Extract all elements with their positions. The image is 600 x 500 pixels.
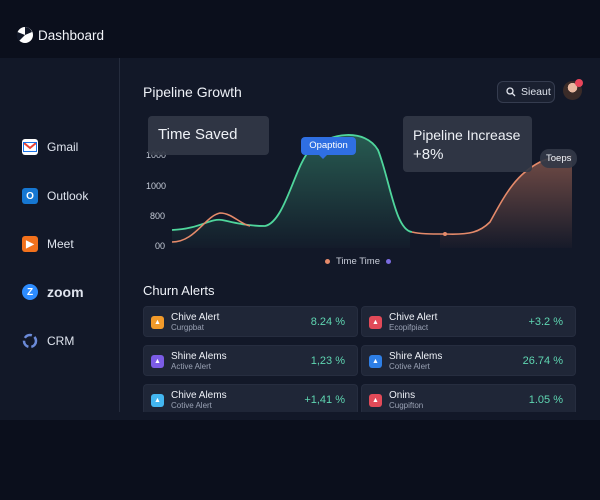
time-saved-card[interactable]: Time Saved [148, 116, 269, 155]
sidebar [0, 58, 120, 412]
pipeline-increase-card[interactable]: Pipeline Increase +8% [403, 116, 532, 172]
sidebar-item-crm[interactable]: CRM [22, 333, 74, 349]
alert-value: 1,23 % [310, 355, 345, 367]
data-point-marker[interactable] [443, 232, 447, 236]
alert-card[interactable]: ▲ Shine Alems Active Alert 1,23 % [143, 345, 358, 376]
alert-card[interactable]: ▲ Onins Cugpifton 1.05 % [361, 384, 576, 412]
sidebar-item-zoom[interactable]: Z zoom [22, 284, 84, 300]
search-icon [506, 87, 516, 97]
y-tick-label: 1000 [146, 150, 167, 160]
alert-triangle-icon: ▲ [151, 394, 164, 407]
alert-subtitle: Active Alert [171, 362, 212, 371]
alert-name: Chive Alems [171, 390, 227, 401]
sidebar-brand[interactable]: Dashboard [16, 26, 104, 44]
alert-name: Shine Alems [171, 351, 227, 362]
alert-subtitle: Cugpifton [389, 401, 424, 410]
legend-dot-purple [385, 259, 391, 264]
alert-value: +1,41 % [304, 394, 345, 406]
sidebar-item-label: CRM [47, 334, 75, 348]
brand-label: Dashboard [38, 27, 105, 43]
alert-triangle-icon: ▲ [151, 316, 164, 329]
churn-alerts-title: Churn Alerts [143, 283, 215, 298]
sidebar-item-label: Outlook [47, 189, 89, 203]
gmail-icon [22, 139, 38, 155]
growth-line-green [171, 134, 413, 233]
alert-value: 8.24 % [310, 316, 345, 328]
search-button[interactable]: Sieaut [497, 81, 555, 103]
alert-subtitle: Cotive Alert [171, 401, 212, 410]
alert-card[interactable]: ▲ Chive Alert Curgpbat 8.24 % [143, 306, 358, 337]
dashboard-logo-icon [16, 27, 33, 43]
pipeline-increase-value: +8% [413, 146, 444, 163]
alert-triangle-icon: ▲ [151, 355, 164, 368]
legend-dot-orange [325, 259, 330, 264]
sidebar-item-outlook[interactable]: O Outlook [22, 188, 88, 204]
chart-tooltip: Opaption [301, 137, 356, 155]
tag-chip[interactable]: Toeps [540, 149, 577, 168]
alert-card[interactable]: ▲ Chive Alert Ecopifpiact +3.2 % [361, 306, 576, 337]
sidebar-item-gmail[interactable]: Gmail [22, 139, 78, 155]
alert-name: Chive Alert [171, 312, 220, 323]
tag-label: Toeps [546, 153, 572, 164]
alert-triangle-icon: ▲ [369, 316, 382, 329]
sidebar-item-label: zoom [47, 284, 84, 300]
alert-name: Shire Alems [389, 351, 443, 362]
alert-name: Chive Alert [389, 312, 438, 323]
pipeline-increase-label: Pipeline Increase [413, 127, 521, 143]
chart-legend: Time Time [325, 256, 391, 267]
notification-badge [575, 79, 583, 87]
page-title: Pipeline Growth [143, 84, 242, 100]
alert-subtitle: Cotive Alert [389, 362, 430, 371]
tooltip-tail [318, 154, 328, 159]
search-label: Sieaut [521, 86, 551, 98]
zoom-icon: Z [22, 284, 38, 300]
outlook-icon: O [22, 188, 38, 204]
alert-triangle-icon: ▲ [369, 394, 382, 407]
growth-area-green [172, 134, 410, 248]
sidebar-item-label: Gmail [47, 140, 79, 154]
alert-subtitle: Curgpbat [171, 323, 204, 332]
y-tick-label: 1000 [146, 181, 167, 191]
alert-card[interactable]: ▲ Chive Alems Cotive Alert +1,41 % [143, 384, 358, 412]
alert-value: 1.05 % [528, 394, 563, 406]
alert-value: +3.2 % [528, 316, 563, 328]
growth-area-orange [440, 156, 572, 248]
legend-label: Time Time [336, 256, 380, 267]
alert-subtitle: Ecopifpiact [389, 323, 429, 332]
alert-triangle-icon: ▲ [369, 355, 382, 368]
alert-name: Onins [389, 390, 416, 401]
meet-icon: ▶ [22, 236, 38, 252]
sidebar-item-label: Meet [47, 237, 74, 251]
sidebar-item-meet[interactable]: ▶ Meet [22, 236, 74, 252]
crm-icon [22, 333, 38, 349]
y-tick-label: 800 [150, 211, 166, 221]
y-tick-label: 00 [155, 241, 166, 251]
time-saved-label: Time Saved [158, 126, 238, 143]
alert-card[interactable]: ▲ Shire Alems Cotive Alert 26.74 % [361, 345, 576, 376]
alert-value: 26.74 % [522, 355, 563, 367]
